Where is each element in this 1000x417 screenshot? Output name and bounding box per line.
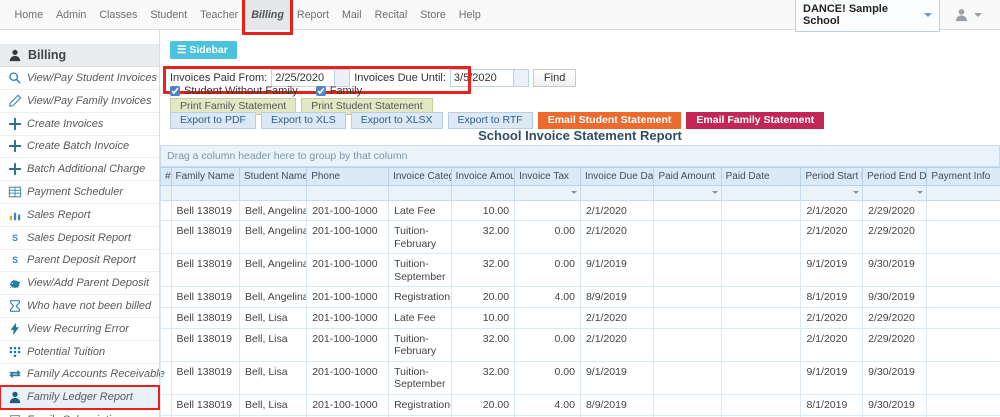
svg-text:S: S	[12, 256, 18, 266]
svg-text:S: S	[12, 233, 18, 243]
